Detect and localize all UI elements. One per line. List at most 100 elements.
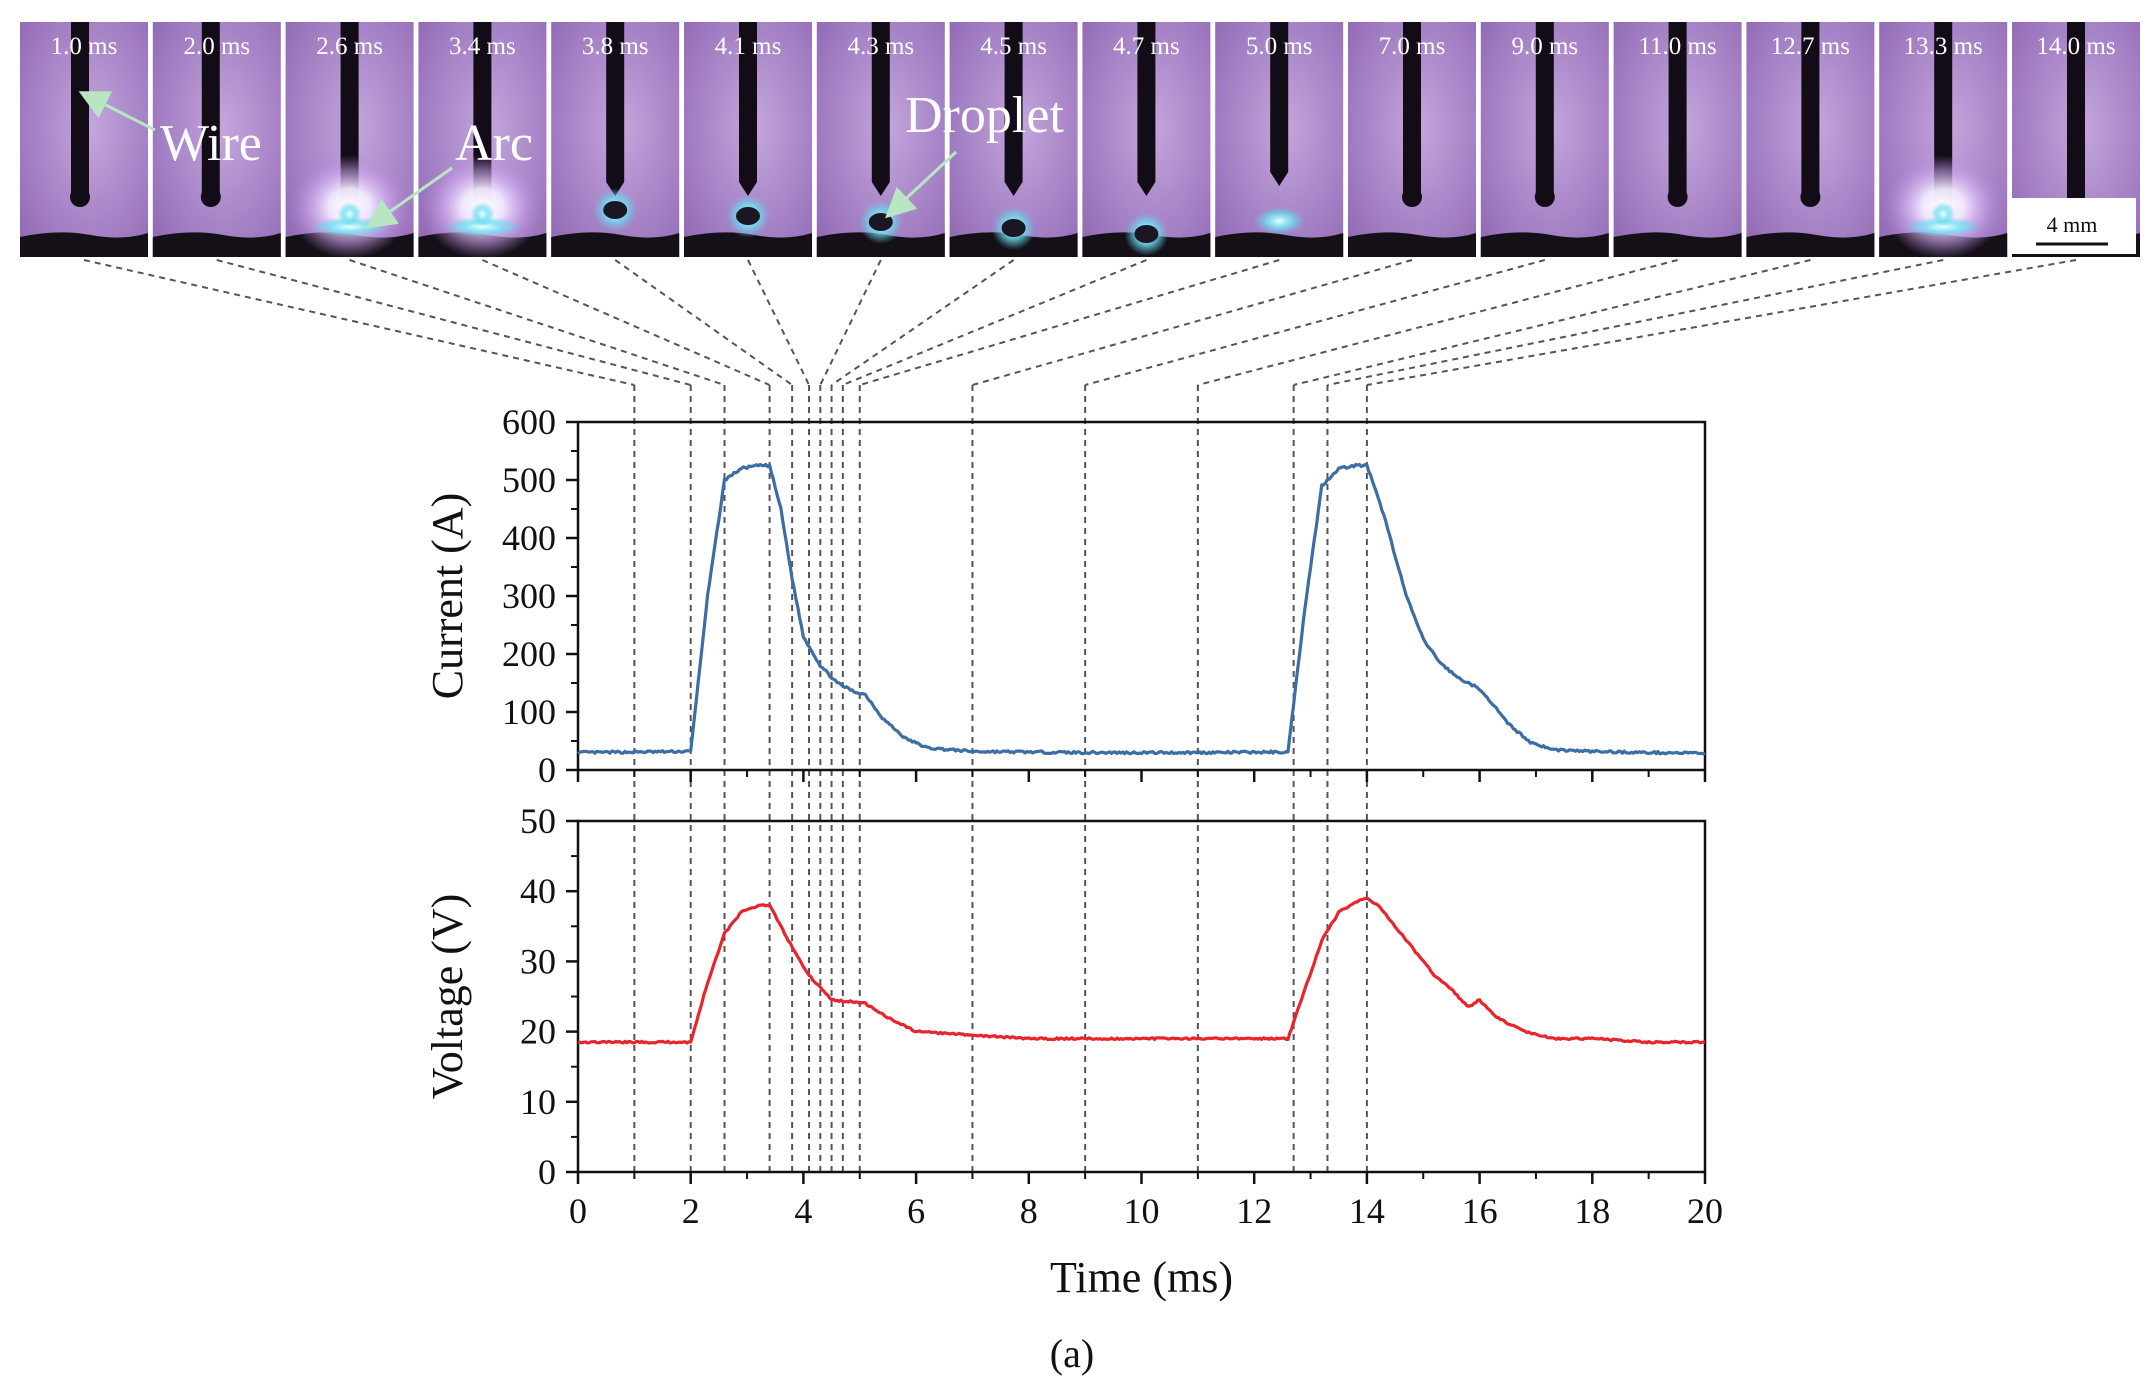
frame-1: 2.0 ms <box>152 22 281 257</box>
workpiece <box>816 232 945 257</box>
wire-tip <box>1402 187 1422 207</box>
droplet <box>1134 225 1159 243</box>
frame-2: 2.6 ms <box>285 22 414 259</box>
connector-4 <box>614 259 793 386</box>
frame-13: 12.7 ms <box>1746 22 1875 257</box>
current-panel: 0 100 200 300 400 500 600 Current (A) <box>423 402 1707 790</box>
wire-callout: Wire <box>160 115 262 172</box>
x-axis: 0 2 4 6 8 10 12 14 16 18 20 Time (ms) <box>569 1191 1723 1302</box>
frame-9: 5.0 ms <box>1215 22 1344 257</box>
voltage-ytick-label: 0 <box>538 1152 556 1192</box>
voltage-panel: 0 10 20 30 40 50 Voltage (V) <box>423 801 1707 1192</box>
arc-base-glow <box>1903 217 1984 237</box>
wire <box>1668 22 1687 197</box>
x-tick-label: 4 <box>794 1191 812 1231</box>
frame-label: 9.0 ms <box>1511 33 1578 60</box>
figure-label: (a) <box>1050 1331 1094 1376</box>
wire-tip <box>739 182 757 196</box>
wire <box>871 22 890 182</box>
frame-14: 13.3 ms <box>1879 22 2008 259</box>
connector-1 <box>216 259 691 386</box>
arc-tip-glow <box>337 202 362 226</box>
connector-15 <box>1366 259 2077 386</box>
current-ytick-label: 500 <box>502 460 556 500</box>
current-ytick-label: 400 <box>502 518 556 558</box>
frame-label: 2.0 ms <box>183 33 250 60</box>
frame-10: 7.0 ms <box>1348 22 1476 257</box>
frame-label: 12.7 ms <box>1771 33 1850 60</box>
voltage-ytick-label: 20 <box>520 1012 556 1052</box>
time-markers <box>633 385 1368 1172</box>
wire-arrow <box>78 91 156 132</box>
current-ytick-label: 100 <box>502 692 556 732</box>
droplet-arrow <box>885 150 958 219</box>
wire-tip <box>1534 187 1555 207</box>
wire <box>1403 22 1421 197</box>
workpiece <box>152 232 281 257</box>
droplet <box>868 213 893 231</box>
workpiece <box>1215 232 1344 257</box>
connector-11 <box>1084 259 1546 386</box>
frame-label: 4.5 ms <box>980 33 1047 60</box>
wire <box>1004 22 1023 182</box>
droplet <box>736 207 760 225</box>
connector-2 <box>349 259 725 386</box>
wire-tip <box>1004 182 1023 196</box>
x-tick-label: 16 <box>1462 1191 1498 1231</box>
arc-callout: Arc <box>455 115 533 172</box>
frame-label: 14.0 ms <box>2036 33 2115 60</box>
wire-tip <box>1800 187 1821 207</box>
wire <box>1270 22 1289 172</box>
wire <box>2067 22 2085 202</box>
current-ytick-label: 600 <box>502 402 556 442</box>
frame-4: 3.8 ms <box>551 22 680 257</box>
frame-label: 2.6 ms <box>316 33 383 60</box>
connector-6 <box>819 259 882 386</box>
frame-label: 5.0 ms <box>1246 33 1313 60</box>
frame-7: 4.5 ms <box>949 22 1078 257</box>
droplet <box>603 201 628 219</box>
frame-label: 11.0 ms <box>1638 33 1716 60</box>
x-tick-label: 6 <box>907 1191 925 1231</box>
workpiece <box>1746 232 1875 257</box>
current-series-line <box>576 462 1706 756</box>
voltage-series-line <box>577 896 1705 1045</box>
frame-5: 4.1 ms <box>684 22 812 257</box>
frame-6: 4.3 ms <box>816 22 945 257</box>
wire <box>606 22 625 182</box>
x-tick-label: 14 <box>1349 1191 1385 1231</box>
connector-13 <box>1293 259 1811 386</box>
scale-bar-label: 4 mm <box>2047 212 2098 237</box>
wire <box>201 22 220 197</box>
wire <box>1801 22 1820 197</box>
wire-tip <box>200 187 221 207</box>
frame-connectors <box>83 259 2077 386</box>
droplet <box>1001 219 1026 237</box>
frame-0: 1.0 ms <box>20 22 148 257</box>
x-tick-label: 2 <box>682 1191 700 1231</box>
wire <box>739 22 757 182</box>
voltage-frame <box>576 819 1707 1174</box>
frame-label: 4.3 ms <box>847 33 914 60</box>
current-ylabel: Current (A) <box>423 493 472 700</box>
workpiece <box>1613 232 1742 257</box>
x-tick-label: 0 <box>569 1191 587 1231</box>
arc-arrow <box>365 166 453 229</box>
frame-label: 4.7 ms <box>1113 33 1180 60</box>
current-ytick-label: 300 <box>502 576 556 616</box>
workpiece <box>684 232 812 257</box>
voltage-ytick-label: 10 <box>520 1082 556 1122</box>
workpiece <box>1480 232 1609 257</box>
connector-10 <box>972 259 1413 386</box>
frame-label: 13.3 ms <box>1904 33 1983 60</box>
frame-8: 4.7 ms <box>1082 22 1211 257</box>
frame-12: 11.0 ms <box>1613 22 1742 257</box>
wire <box>1137 22 1156 182</box>
frame-label: 1.0 ms <box>51 33 118 60</box>
wire-tip <box>1667 187 1688 207</box>
scale-bar: 4 mm <box>2012 198 2136 254</box>
frame-annotations: Wire Arc Droplet <box>78 87 1064 229</box>
x-tick-label: 12 <box>1236 1191 1272 1231</box>
